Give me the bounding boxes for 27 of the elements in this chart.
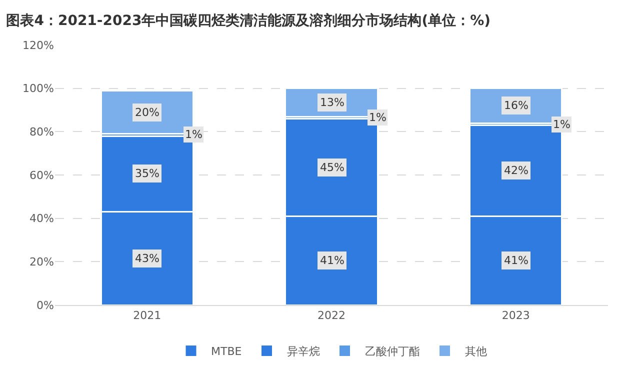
y-tick-label: 60% <box>30 168 54 182</box>
data-label: 41% <box>504 254 528 267</box>
x-tick-label: 2022 <box>318 309 346 322</box>
data-label: 13% <box>320 96 344 109</box>
data-label: 45% <box>320 161 344 174</box>
data-label: 42% <box>504 164 528 177</box>
data-label: 1% <box>185 128 202 141</box>
data-label: 1% <box>369 111 386 124</box>
data-label: 43% <box>135 252 160 265</box>
y-tick-label: 40% <box>30 212 54 226</box>
legend-label: MTBE <box>211 344 242 358</box>
x-tick-label: 2023 <box>502 309 530 322</box>
data-label: 35% <box>135 167 160 180</box>
data-label: 20% <box>135 106 160 119</box>
legend-label: 乙酸仲丁酯 <box>364 344 420 358</box>
y-tick-label: 0% <box>36 298 54 312</box>
y-tick-label: 80% <box>30 126 54 139</box>
legend-label: 异辛烷 <box>286 344 320 358</box>
legend-label: 其他 <box>464 344 487 358</box>
x-tick-label: 2021 <box>133 309 162 322</box>
data-label: 16% <box>504 99 528 112</box>
y-tick-label: 100% <box>22 82 54 96</box>
chart-title: 图表4：2021-2023年中国碳四烃类清洁能源及溶剂细分市场结构(单位：%) <box>6 12 491 29</box>
data-label: 41% <box>320 254 344 267</box>
y-tick-label: 20% <box>30 256 54 269</box>
data-label: 1% <box>553 118 570 131</box>
y-tick-label: 120% <box>22 38 54 52</box>
